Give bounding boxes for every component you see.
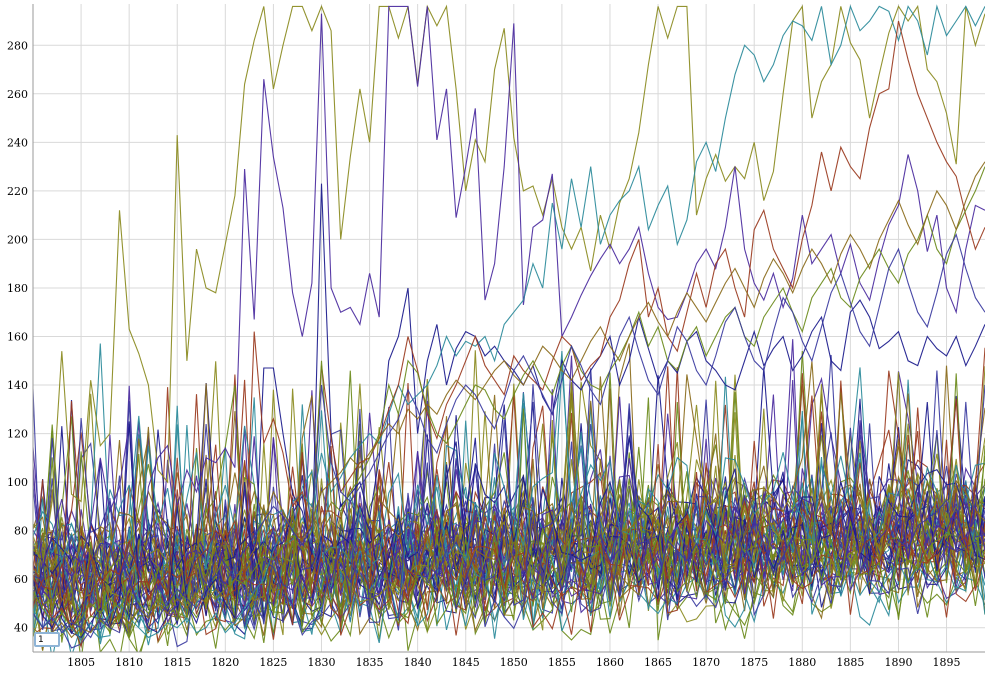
background-series-line [33, 343, 985, 574]
y-tick-label: 100 [7, 476, 28, 489]
axes [32, 4, 985, 653]
x-tick-label: 1895 [933, 656, 961, 669]
background-series-line [33, 434, 985, 649]
background-series-line [33, 373, 985, 636]
y-tick-label: 80 [14, 525, 28, 538]
y-tick-label: 280 [7, 39, 28, 52]
x-tick-label: 1840 [404, 656, 432, 669]
y-tick-label: 160 [7, 330, 28, 343]
x-tick-label: 1865 [644, 656, 672, 669]
series-layer [33, 4, 985, 652]
x-tick-label: 1880 [788, 656, 816, 669]
x-tick-label: 1875 [740, 656, 768, 669]
x-tick-label: 1805 [67, 656, 95, 669]
series-line-5 [33, 166, 985, 629]
background-series-line [33, 484, 985, 652]
x-tick-label: 1860 [596, 656, 624, 669]
roll-period-input[interactable] [34, 632, 60, 647]
x-tick-label: 1810 [115, 656, 143, 669]
y-tick-label: 200 [7, 233, 28, 246]
y-tick-label: 180 [7, 282, 28, 295]
background-series-line [33, 408, 985, 640]
x-tick-label: 1825 [259, 656, 287, 669]
y-tick-label: 260 [7, 88, 28, 101]
background-series-line [33, 427, 985, 649]
x-tick-label: 1815 [163, 656, 191, 669]
x-tick-label: 1820 [211, 656, 239, 669]
x-axis-ticks: 1805 1810 1815 1820 1825 1830 1835 1840 1845 1850… [67, 656, 960, 669]
y-tick-label: 40 [14, 622, 28, 635]
background-series-line [33, 368, 985, 633]
x-tick-label: 1885 [836, 656, 864, 669]
x-tick-label: 1845 [452, 656, 480, 669]
x-tick-label: 1850 [500, 656, 528, 669]
y-tick-label: 240 [7, 136, 28, 149]
y-tick-label: 60 [14, 573, 28, 586]
x-tick-label: 1835 [356, 656, 384, 669]
x-tick-label: 1830 [307, 656, 335, 669]
x-tick-label: 1870 [692, 656, 720, 669]
series-line-4 [33, 20, 985, 629]
y-tick-label: 140 [7, 379, 28, 392]
series-line-2 [33, 183, 985, 639]
x-tick-label: 1890 [884, 656, 912, 669]
y-axis-ticks: 40 60 80 100 120 140 160 180 200 220 240 260 280 [7, 39, 28, 634]
background-series-line [33, 361, 985, 608]
x-tick-label: 1855 [548, 656, 576, 669]
series-line-6 [33, 161, 985, 639]
series-line-1 [33, 5, 985, 580]
y-tick-label: 120 [7, 428, 28, 441]
series-line-7 [33, 233, 985, 639]
series-line-0 [33, 4, 985, 567]
y-tick-label: 220 [7, 185, 28, 198]
background-series-line [33, 384, 985, 605]
series-line-3 [33, 4, 985, 641]
